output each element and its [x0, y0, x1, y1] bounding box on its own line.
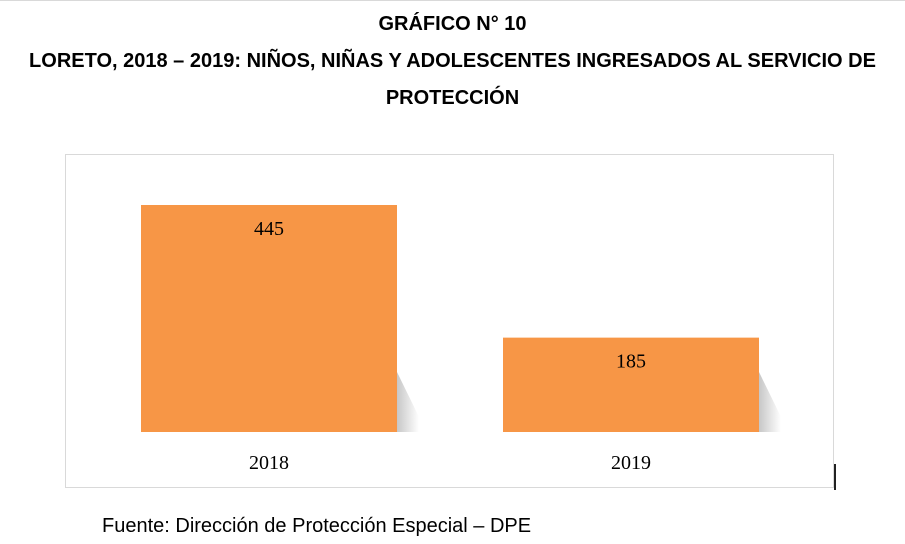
x-tick-label-2019: 2019 [611, 452, 651, 474]
x-tick-label-2018: 2018 [249, 452, 289, 474]
data-label-2019: 185 [616, 351, 646, 373]
bar-shadow [759, 372, 781, 432]
source-note: Fuente: Dirección de Protección Especial… [102, 515, 532, 537]
chart-title-line-1: LORETO, 2018 – 2019: NIÑOS, NIÑAS Y ADOL… [29, 50, 876, 72]
chart-number-title: GRÁFICO N° 10 [378, 13, 527, 35]
bar-2018 [141, 205, 397, 432]
chart-title-line-2: PROTECCIÓN [385, 87, 520, 109]
bar-2019 [503, 337, 759, 432]
top-rule [0, 0, 905, 1]
bar-shadow [397, 372, 419, 432]
axis-edge-mark [834, 464, 836, 490]
data-label-2018: 445 [254, 218, 284, 240]
